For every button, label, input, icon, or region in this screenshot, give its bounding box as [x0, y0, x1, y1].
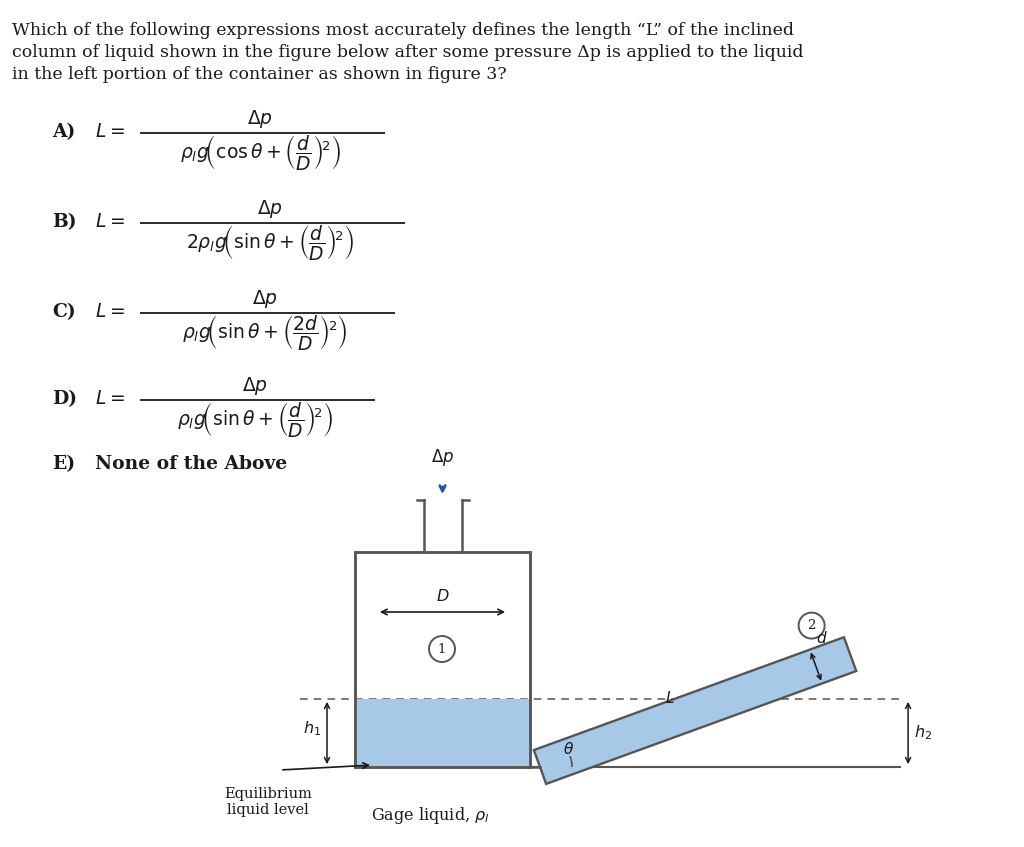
Text: $\Delta p$: $\Delta p$: [252, 288, 278, 310]
Bar: [355, 552, 530, 767]
Text: $\theta$: $\theta$: [563, 741, 574, 757]
Text: E): E): [52, 455, 75, 473]
Text: $\Delta p$: $\Delta p$: [242, 375, 268, 397]
Text: $\Delta p$: $\Delta p$: [431, 447, 454, 468]
Text: $L =$: $L =$: [95, 213, 125, 231]
Text: in the left portion of the container as shown in figure 3?: in the left portion of the container as …: [12, 66, 507, 83]
Text: $h_1$: $h_1$: [303, 720, 321, 739]
Text: $d$: $d$: [816, 629, 827, 645]
Text: Equilibrium
liquid level: Equilibrium liquid level: [224, 787, 312, 817]
Text: column of liquid shown in the figure below after some pressure Δp is applied to : column of liquid shown in the figure bel…: [12, 44, 804, 61]
Text: $L =$: $L =$: [95, 390, 125, 408]
Text: $D$: $D$: [436, 588, 450, 605]
Text: D): D): [52, 390, 77, 408]
Polygon shape: [534, 637, 856, 784]
Text: None of the Above: None of the Above: [95, 455, 287, 473]
Text: $2\rho_{l}g\!\left(\sin\theta + \left(\dfrac{d}{D}\right)^{\!2}\right)$: $2\rho_{l}g\!\left(\sin\theta + \left(\d…: [186, 223, 354, 262]
Text: $\Delta p$: $\Delta p$: [247, 108, 273, 130]
Circle shape: [799, 612, 824, 639]
Text: $\rho_{l}g\!\left(\sin\theta + \left(\dfrac{d}{D}\right)^{\!2}\right)$: $\rho_{l}g\!\left(\sin\theta + \left(\df…: [177, 400, 333, 439]
Text: Gage liquid, $\rho_l$: Gage liquid, $\rho_l$: [371, 805, 489, 826]
Text: 2: 2: [807, 619, 816, 632]
Text: A): A): [52, 123, 75, 141]
Text: 1: 1: [438, 643, 446, 656]
Text: $h_2$: $h_2$: [914, 723, 932, 742]
Text: $\Delta p$: $\Delta p$: [257, 198, 283, 220]
Text: B): B): [52, 213, 77, 231]
Polygon shape: [534, 637, 856, 784]
Text: $L =$: $L =$: [95, 303, 125, 321]
Bar: [355, 552, 530, 767]
Text: $L$: $L$: [666, 690, 675, 706]
Circle shape: [429, 636, 455, 662]
Text: C): C): [52, 303, 76, 321]
Text: Which of the following expressions most accurately defines the length “L” of the: Which of the following expressions most …: [12, 22, 795, 39]
Bar: [356, 699, 528, 766]
Text: $\rho_{l}g\!\left(\cos\theta + \left(\dfrac{d}{D}\right)^{\!2}\right)$: $\rho_{l}g\!\left(\cos\theta + \left(\df…: [179, 132, 341, 171]
Text: $\rho_{l}g\!\left(\sin\theta + \left(\dfrac{2d}{D}\right)^{\!2}\right)$: $\rho_{l}g\!\left(\sin\theta + \left(\df…: [182, 313, 348, 352]
Text: $L =$: $L =$: [95, 123, 125, 141]
